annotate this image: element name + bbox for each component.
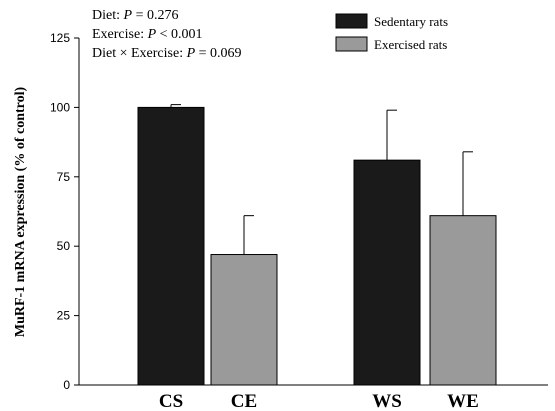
y-ticks: 0 25 50 75 100 125 xyxy=(50,31,79,392)
bar-ce xyxy=(210,254,278,386)
legend-swatch-0 xyxy=(335,13,368,29)
stat-symbol: P xyxy=(186,46,196,61)
legend-swatch-1 xyxy=(335,36,368,52)
stat-line-0: Diet: P = 0.276 xyxy=(92,8,178,24)
y-axis-label: MuRF-1 mRNA expression (% of control) xyxy=(13,87,28,338)
bar-we xyxy=(429,215,497,386)
y-tick-label: 0 xyxy=(63,378,70,392)
stat-prefix: Diet × Exercise: xyxy=(92,46,187,61)
bar-ws xyxy=(353,159,421,386)
stat-prefix: Exercise: xyxy=(92,27,148,42)
bars xyxy=(137,106,497,386)
stat-value: = 0.276 xyxy=(132,8,179,23)
stat-value: < 0.001 xyxy=(156,27,203,42)
stat-line-1: Exercise: P < 0.001 xyxy=(92,27,203,43)
category-label-ws: WS xyxy=(372,391,402,411)
category-label-cs: CS xyxy=(159,391,183,411)
y-tick-label: 50 xyxy=(57,239,71,253)
y-tick-label: 125 xyxy=(50,31,70,45)
y-tick-label: 100 xyxy=(50,100,70,114)
legend-label-0: Sedentary rats xyxy=(374,14,448,29)
category-labels: CS CE WS WE xyxy=(159,391,479,411)
category-label-ce: CE xyxy=(231,391,257,411)
legend-label-1: Exercised rats xyxy=(374,37,447,52)
stat-prefix: Diet: xyxy=(92,8,124,23)
bar-cs xyxy=(137,106,205,386)
y-tick-label: 25 xyxy=(57,309,71,323)
stat-symbol: P xyxy=(123,8,133,23)
y-tick-label: 75 xyxy=(57,170,71,184)
legend: Sedentary rats Exercised rats xyxy=(335,13,448,52)
category-label-we: WE xyxy=(447,391,479,411)
stat-line-2: Diet × Exercise: P = 0.069 xyxy=(92,46,242,62)
stat-value: = 0.069 xyxy=(195,46,242,61)
stat-symbol: P xyxy=(147,27,157,42)
error-bars xyxy=(170,104,473,255)
